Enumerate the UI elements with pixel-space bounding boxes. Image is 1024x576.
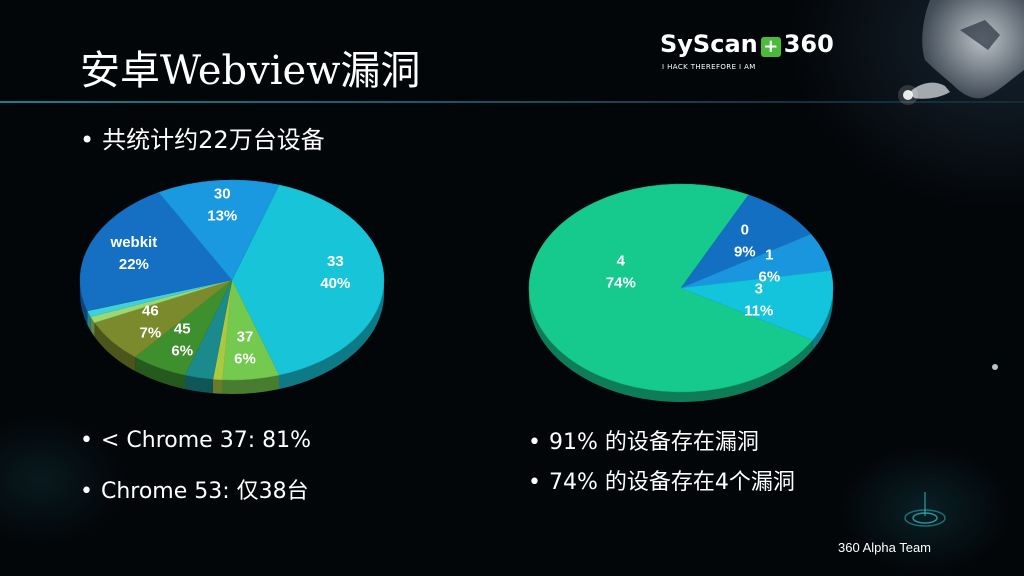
title-divider bbox=[0, 101, 1024, 103]
bullet-text: 74% 的设备存在4个漏洞 bbox=[548, 470, 795, 495]
pie-percent-label: 6% bbox=[234, 350, 256, 367]
bullet-text: Chrome 53: 仅38台 bbox=[100, 479, 309, 504]
pie-chart-1: 33 40% 37 6% 45 6% 46 7% webkit 22% 30 13% bbox=[79, 179, 385, 394]
pie-category-label: 37 bbox=[237, 328, 254, 345]
pie-percent-label: 9% bbox=[734, 244, 756, 261]
pie-percent-label: 11% bbox=[744, 302, 773, 319]
pie-slice-side bbox=[90, 316, 95, 337]
pie-slice-4 bbox=[528, 183, 814, 393]
pie-percent-label: 7% bbox=[139, 325, 161, 342]
logo-brand: SyScan bbox=[660, 30, 758, 58]
bullet-dot-icon: • bbox=[80, 126, 95, 154]
pie-slice-0 bbox=[680, 194, 812, 289]
pie-percent-label: 74% bbox=[606, 275, 636, 292]
bullet-chrome37: • < Chrome 37: 81% bbox=[80, 428, 311, 453]
bullet-dot-icon: • bbox=[80, 479, 93, 504]
bullet-text: < Chrome 37: 81% bbox=[100, 428, 311, 453]
robot-hand-image bbox=[898, 0, 1024, 105]
pie-category-label: 4 bbox=[617, 253, 626, 270]
pie-slice-side bbox=[135, 357, 186, 390]
pie-slice-side bbox=[185, 375, 213, 394]
decorative-ring-icon bbox=[904, 492, 946, 527]
pie-slice-side bbox=[222, 375, 279, 394]
bullet-total-devices: • 共统计约22万台设备 bbox=[80, 120, 325, 155]
logo-plus-icon: + bbox=[760, 37, 781, 57]
page-title: 安卓Webview漏洞 bbox=[80, 48, 421, 94]
pie-slice-30 bbox=[158, 179, 280, 281]
pie-category-label: webkit bbox=[110, 234, 158, 251]
pie-category-label: 33 bbox=[327, 253, 344, 270]
pie-percent-label: 22% bbox=[119, 256, 149, 273]
pie-slice-webkit bbox=[79, 192, 233, 312]
bullet-dot-icon: • bbox=[528, 430, 541, 455]
pie-slice-side bbox=[212, 379, 223, 394]
logo-suffix: 360 bbox=[783, 30, 834, 58]
syscan-logo: SyScan +360 I HACK THEREFORE I AM bbox=[660, 30, 860, 80]
pie-category-label: 0 bbox=[741, 222, 749, 239]
decorative-dot-icon bbox=[992, 364, 998, 370]
logo-wordmark: SyScan +360 bbox=[660, 30, 834, 58]
pie-category-label: 3 bbox=[755, 280, 763, 297]
pie-slice-3 bbox=[680, 270, 834, 341]
bullet-vuln-74: • 74% 的设备存在4个漏洞 bbox=[528, 464, 795, 496]
pie-slice-side bbox=[812, 288, 833, 350]
bullet-text: 共统计约22万台设备 bbox=[102, 126, 325, 154]
bullet-text: 91% 的设备存在漏洞 bbox=[548, 430, 759, 455]
pie-slice-side bbox=[278, 280, 384, 390]
pie-percent-label: 40% bbox=[320, 275, 350, 292]
bullet-chrome53: • Chrome 53: 仅38台 bbox=[80, 473, 309, 505]
pie-category-label: 46 bbox=[142, 303, 159, 320]
footer-team-name: 360 Alpha Team bbox=[838, 540, 931, 555]
logo-tagline: I HACK THEREFORE I AM bbox=[662, 63, 756, 71]
pie-percent-label: 13% bbox=[207, 207, 237, 224]
pie-category-label: 45 bbox=[174, 321, 191, 338]
pie-percent-label: 6% bbox=[171, 343, 193, 360]
pie-chart-2: 4 74% 0 9% 1 6%3 11% bbox=[528, 183, 834, 403]
pie-percent-label: 6% bbox=[758, 269, 780, 286]
bullet-dot-icon: • bbox=[528, 470, 541, 495]
pie-category-label: 1 bbox=[765, 247, 773, 264]
pie-slice-33 bbox=[231, 184, 385, 376]
bullet-dot-icon: • bbox=[80, 428, 93, 453]
bullet-vuln-91: • 91% 的设备存在漏洞 bbox=[528, 424, 759, 456]
pie-category-label: 30 bbox=[214, 185, 231, 202]
